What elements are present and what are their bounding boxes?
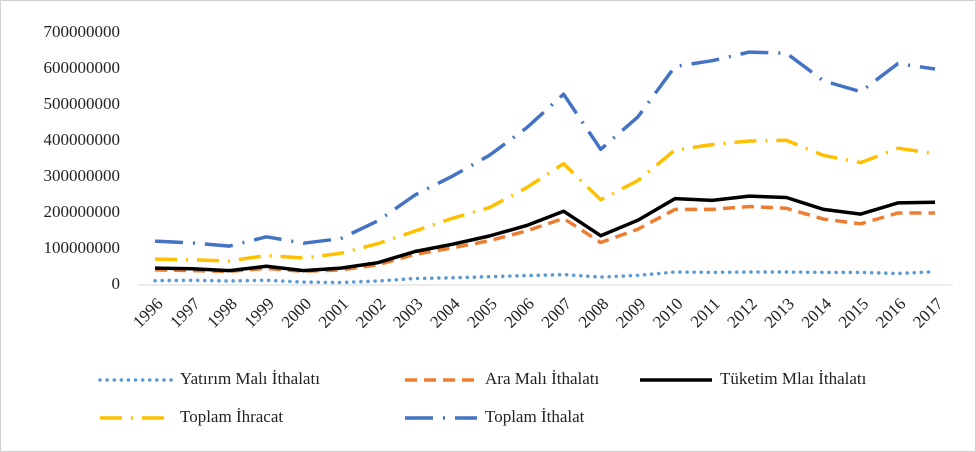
series-line bbox=[154, 204, 935, 274]
legend-label: Tüketim Mlaı İthalatı bbox=[720, 369, 867, 388]
series-line bbox=[154, 194, 936, 273]
y-tick-label: 500000000 bbox=[44, 94, 121, 113]
legend-label: Toplam İhracat bbox=[180, 407, 283, 426]
y-tick-label: 200000000 bbox=[44, 202, 121, 221]
y-tick-label: 0 bbox=[112, 274, 121, 293]
series-line bbox=[153, 269, 937, 285]
series-line bbox=[154, 50, 936, 248]
y-tick-label: 400000000 bbox=[44, 130, 121, 149]
legend-label: Ara Malı İthalatı bbox=[485, 369, 600, 388]
legend-label: Yatırım Malı İthalatı bbox=[180, 369, 320, 388]
legend-label: Toplam İthalat bbox=[485, 407, 585, 426]
y-tick-label: 600000000 bbox=[44, 58, 121, 77]
y-tick-label: 300000000 bbox=[44, 166, 121, 185]
series-line bbox=[154, 138, 936, 263]
y-tick-label: 100000000 bbox=[44, 238, 121, 257]
y-tick-label: 700000000 bbox=[44, 22, 121, 41]
